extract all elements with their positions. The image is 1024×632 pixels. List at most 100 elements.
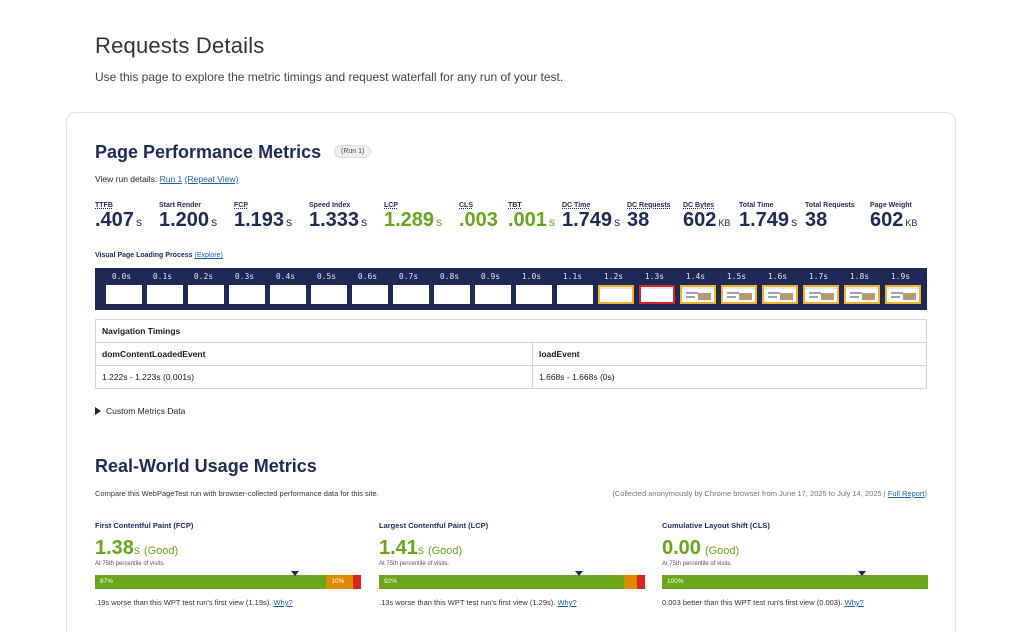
metric-number: 38 — [805, 209, 828, 231]
filmstrip-frame[interactable]: 0.1s — [144, 268, 185, 310]
metric-unit: s — [791, 215, 798, 229]
metric-start-render: Start Render 1.200 s — [159, 202, 217, 233]
repeat-view-link[interactable]: (Repeat View) — [184, 174, 239, 184]
percentile-marker-icon — [574, 571, 583, 576]
distribution-mid: 10% — [326, 575, 353, 589]
metric-speed-index: Speed Index 1.333 s — [309, 202, 367, 233]
metric-label: DC Bytes — [683, 202, 715, 209]
thumb-header — [805, 287, 837, 289]
crux-value: 0.00 (Good) — [662, 538, 928, 561]
metric-unit: s — [361, 215, 368, 229]
frame-time: 0.6s — [357, 272, 378, 281]
frame-time: 1.4s — [685, 272, 706, 281]
metric-label: Total Time — [739, 202, 774, 209]
metric-number: 1.749 — [562, 209, 613, 231]
frame-thumbnail — [393, 285, 429, 304]
why-link[interactable]: Why? — [844, 598, 864, 607]
metric-lcp: LCP 1.289 s — [384, 202, 442, 233]
metric-label: TTFB — [95, 202, 113, 209]
run-1-link[interactable]: Run 1 — [159, 174, 183, 184]
explore-link[interactable]: (Explore) — [194, 252, 223, 259]
filmstrip-frame[interactable]: 0.0s — [103, 268, 144, 310]
thumb-image — [698, 293, 711, 300]
filmstrip-frame[interactable]: 0.2s — [185, 268, 226, 310]
filmstrip-frame[interactable]: 1.9s — [882, 268, 923, 310]
filmstrip-frame[interactable]: 1.1s — [554, 268, 595, 310]
frame-time: 0.5s — [316, 272, 337, 281]
metric-value: 602 KB — [870, 209, 917, 234]
frame-thumbnail — [106, 285, 142, 304]
filmstrip-frame[interactable]: 0.5s — [308, 268, 349, 310]
metric-label: DC Time — [562, 202, 591, 209]
filmstrip: 0.0s 0.1s 0.2s 0.3s 0.4s 0.5s 0.6s 0.7s 0.8s 0.9s… — [95, 268, 927, 310]
filmstrip-frame[interactable]: 0.8s — [431, 268, 472, 310]
filmstrip-frame[interactable]: 0.3s — [226, 268, 267, 310]
filmstrip-frame[interactable]: 1.8s — [841, 268, 882, 310]
metric-value: 1.200 s — [159, 209, 217, 233]
custom-metrics-toggle[interactable]: Custom Metrics Data — [95, 406, 185, 416]
percentile-marker-icon — [290, 571, 299, 576]
filmstrip-frame[interactable]: 1.7s — [800, 268, 841, 310]
compare-text: .19s worse than this WPT test run's firs… — [95, 598, 274, 607]
crux-percentile: At 75th percentile of visits. — [662, 561, 733, 567]
collected-text: (Collected anonymously by Chrome browser… — [612, 489, 888, 498]
metric-number: 1.289 — [384, 209, 435, 231]
thumb-image — [780, 293, 793, 300]
why-link[interactable]: Why? — [557, 598, 577, 607]
metric-unit: s — [614, 215, 621, 229]
frame-thumbnail — [229, 285, 265, 304]
crux-unit: s — [133, 543, 140, 557]
frame-time: 0.1s — [152, 272, 173, 281]
filmstrip-frame[interactable]: 1.6s — [759, 268, 800, 310]
filmstrip-frame[interactable]: 0.6s — [349, 268, 390, 310]
filmstrip-frame[interactable]: 0.9s — [472, 268, 513, 310]
why-link[interactable]: Why? — [273, 598, 293, 607]
frame-thumbnail — [311, 285, 347, 304]
frame-thumbnail — [598, 285, 634, 304]
distribution-mid — [623, 575, 638, 589]
filmstrip-frame[interactable]: 1.3s — [636, 268, 677, 310]
filmstrip-frame[interactable]: 1.4s — [677, 268, 718, 310]
filmstrip-frame[interactable]: 1.0s — [513, 268, 554, 310]
metric-unit: KB — [718, 218, 731, 228]
distribution-bad — [353, 575, 361, 589]
frame-thumbnail — [147, 285, 183, 304]
navigation-timings-header: Navigation Timings — [95, 319, 927, 343]
metric-fcp: FCP 1.193 s — [234, 202, 292, 233]
filmstrip-frame[interactable]: 1.2s — [595, 268, 636, 310]
frame-thumbnail — [270, 285, 306, 304]
frame-thumbnail — [557, 285, 593, 304]
frame-time: 1.9s — [890, 272, 911, 281]
thumb-image — [903, 293, 916, 300]
view-run-label: View run details: — [95, 174, 158, 184]
metric-label: TBT — [508, 202, 522, 209]
metric-cls: CLS .003 — [459, 202, 498, 231]
thumb-text — [686, 296, 695, 298]
frame-thumbnail — [680, 285, 716, 304]
crux-compare: .19s worse than this WPT test run's firs… — [95, 598, 361, 607]
metric-label: DC Requests — [627, 202, 671, 209]
frame-time: 0.9s — [480, 272, 501, 281]
view-run-details: View run details: Run 1 (Repeat View) — [95, 174, 238, 184]
metric-value: 38 — [627, 209, 671, 231]
metric-total-time: Total Time 1.749 s — [739, 202, 797, 233]
filmstrip-frame[interactable]: 0.7s — [390, 268, 431, 310]
metric-number: 1.333 — [309, 209, 360, 231]
distribution-good: 92% — [379, 575, 624, 589]
frame-time: 1.0s — [521, 272, 542, 281]
frame-thumbnail — [885, 285, 921, 304]
frame-time: 1.6s — [767, 272, 788, 281]
metric-unit: s — [286, 215, 293, 229]
compare-text: .13s worse than this WPT test run's firs… — [379, 598, 558, 607]
crux-number: 1.41 — [379, 537, 418, 559]
filmstrip-frame[interactable]: 0.4s — [267, 268, 308, 310]
metric-unit: s — [436, 215, 443, 229]
filmstrip-frame[interactable]: 1.5s — [718, 268, 759, 310]
thumb-text — [850, 296, 859, 298]
compare-text: 0.003 better than this WPT test run's fi… — [662, 598, 845, 607]
frame-thumbnail — [434, 285, 470, 304]
frame-time: 1.2s — [603, 272, 624, 281]
thumb-header — [723, 287, 755, 289]
full-report-link[interactable]: Full Report — [887, 489, 925, 498]
metric-label: Start Render — [159, 202, 202, 209]
